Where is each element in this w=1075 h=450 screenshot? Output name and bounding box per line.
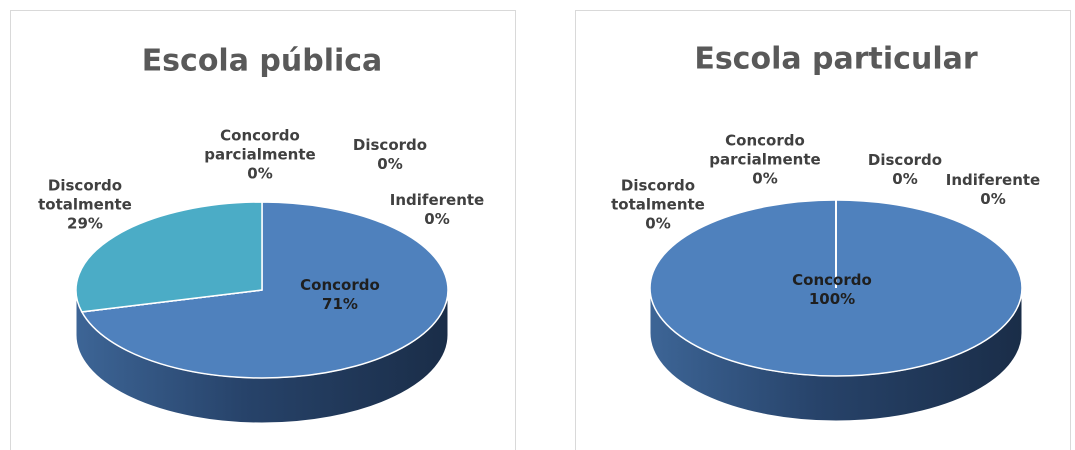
label-category: Discordo totalmente [38, 176, 132, 214]
label-category: Concordo parcialmente [709, 131, 821, 169]
pie-slice [80, 201, 449, 379]
chart-frame [575, 10, 1071, 450]
label-value: 29% [67, 214, 103, 233]
label-value: 100% [808, 290, 856, 308]
chart-title: Escola particular [694, 42, 978, 77]
label-value: 0% [892, 170, 918, 188]
data-label: Discordo totalmente 29% [26, 177, 144, 234]
label-value: 0% [247, 164, 273, 183]
data-label: Concordo parcialmente 0% [201, 127, 319, 184]
data-label: Concordo 100% [773, 271, 891, 309]
data-label: Indiferente 0% [934, 171, 1052, 209]
data-label: Discordo 0% [846, 151, 964, 189]
label-category: Indiferente [945, 171, 1041, 189]
data-label: Concordo parcialmente 0% [706, 132, 824, 189]
data-label: Indiferente 0% [378, 191, 496, 229]
label-value: 0% [377, 155, 403, 173]
data-label: Discordo totalmente 0% [599, 177, 717, 234]
label-category: Indiferente [389, 191, 485, 209]
chart-title: Escola pública [142, 44, 383, 79]
label-value: 0% [424, 210, 450, 228]
label-value: 71% [322, 295, 358, 313]
label-category: Discordo [867, 151, 943, 169]
label-category: Concordo parcialmente [204, 126, 316, 164]
data-label: Concordo 71% [281, 276, 399, 314]
chart-frame [10, 10, 516, 450]
label-value: 0% [980, 190, 1006, 208]
label-category: Concordo [300, 276, 380, 294]
data-label: Discordo 0% [331, 136, 449, 174]
pie-slice [75, 201, 263, 313]
label-category: Concordo [792, 271, 872, 289]
label-value: 0% [645, 214, 671, 233]
label-value: 0% [752, 169, 778, 188]
label-category: Discordo [352, 136, 428, 154]
label-category: Discordo totalmente [611, 176, 705, 214]
